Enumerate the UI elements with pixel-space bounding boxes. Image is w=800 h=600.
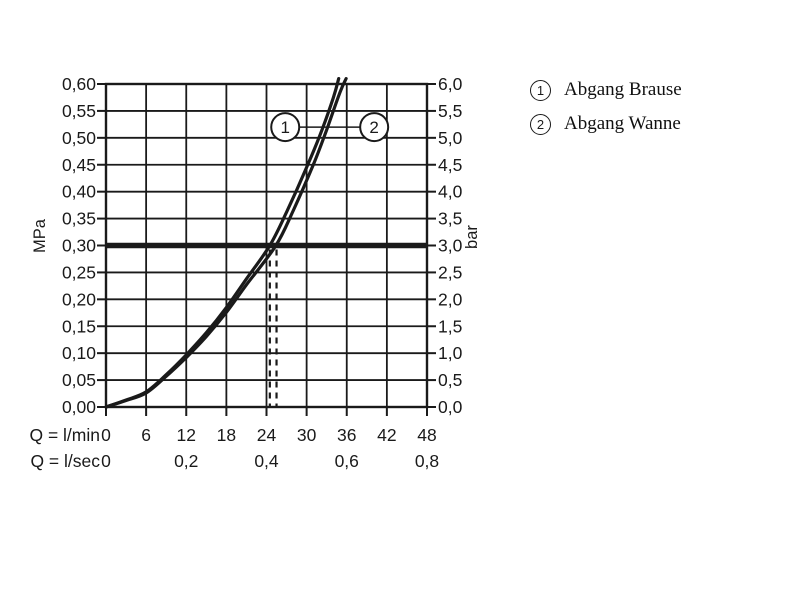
- y-right-tick-label: 0,5: [438, 370, 462, 390]
- y-left-tick-label: 0,00: [62, 397, 96, 417]
- x-lsec-tick-label: 0: [101, 451, 111, 471]
- chart-legend: 1 Abgang Brause 2 Abgang Wanne: [530, 79, 682, 147]
- y-right-tick-label: 2,0: [438, 289, 463, 309]
- y-left-tick-label: 0,25: [62, 262, 96, 282]
- legend-symbol-2-icon: 2: [530, 113, 551, 135]
- legend-item-abgang-brause: 1 Abgang Brause: [530, 79, 682, 101]
- y-right-tick-label: 0,0: [438, 397, 463, 417]
- annotation-circle-1: 1: [270, 112, 301, 143]
- x-lmin-tick-label: 24: [257, 425, 277, 445]
- x-axis-lmin-label: Q = l/min: [29, 425, 100, 445]
- y-axis-left-unit-label: MPa: [31, 218, 49, 253]
- y-right-tick-label: 3,5: [438, 209, 462, 229]
- x-lmin-tick-label: 12: [177, 425, 196, 445]
- y-right-tick-label: 4,5: [438, 155, 462, 175]
- legend-label-abgang-brause: Abgang Brause: [564, 79, 682, 100]
- y-left-tick-label: 0,20: [62, 289, 96, 309]
- y-left-tick-label: 0,40: [62, 182, 96, 202]
- y-left-tick-label: 0,55: [62, 101, 96, 121]
- legend-item-abgang-wanne: 2 Abgang Wanne: [530, 113, 682, 135]
- y-right-tick-label: 4,0: [438, 182, 463, 202]
- annotation-circle-outline: [270, 112, 301, 143]
- y-right-tick-label: 6,0: [438, 74, 463, 94]
- y-left-tick-label: 0,60: [62, 74, 96, 94]
- y-right-tick-label: 1,0: [438, 343, 463, 363]
- x-lsec-tick-label: 0,8: [415, 451, 439, 471]
- x-lmin-tick-label: 18: [217, 425, 236, 445]
- y-axis-right-tick-labels: 0,0 0,5 1,0 1,5 2,0 2,5 3,0 3,5 4,0 4,5 5,0 5,5 6,0: [438, 74, 463, 417]
- x-axis-lsec-label: Q = l/sec: [30, 451, 100, 471]
- curve-abgang-wanne: [104, 77, 348, 409]
- x-lmin-tick-label: 6: [141, 425, 151, 445]
- x-lsec-tick-label: 0,4: [254, 451, 279, 471]
- legend-label-abgang-wanne: Abgang Wanne: [564, 113, 681, 134]
- y-left-tick-label: 0,30: [62, 236, 96, 256]
- y-right-tick-label: 2,5: [438, 262, 462, 282]
- annotation-number: 1: [280, 118, 289, 137]
- y-left-tick-label: 0,45: [62, 155, 96, 175]
- y-left-tick-label: 0,50: [62, 128, 96, 148]
- x-lsec-tick-label: 0,6: [335, 451, 359, 471]
- x-lmin-tick-label: 48: [417, 425, 436, 445]
- x-lsec-tick-label: 0,2: [174, 451, 198, 471]
- y-left-tick-label: 0,10: [62, 343, 96, 363]
- x-lmin-tick-label: 42: [377, 425, 396, 445]
- annotation-circle-outline: [359, 112, 390, 143]
- x-lmin-tick-label: 0: [101, 425, 111, 445]
- y-right-tick-label: 1,5: [438, 316, 462, 336]
- annotation-number: 2: [369, 118, 378, 137]
- axis-ticks: [97, 83, 436, 416]
- annotation-circle-2: 2: [359, 112, 390, 143]
- y-right-tick-label: 3,0: [438, 236, 463, 256]
- y-right-tick-label: 5,5: [438, 101, 462, 121]
- y-axis-right-unit-label: bar: [463, 225, 481, 249]
- y-right-tick-label: 5,0: [438, 128, 463, 148]
- y-left-tick-label: 0,35: [62, 209, 96, 229]
- legend-symbol-1-icon: 1: [530, 79, 551, 101]
- x-axis-labels: Q = l/min 0 6 12 18 24 30 36 42 48 Q = l/sec 0 0,2 0,…: [29, 425, 439, 471]
- y-left-tick-label: 0,05: [62, 370, 96, 390]
- x-lmin-tick-label: 36: [337, 425, 356, 445]
- dashed-flow-markers: [268, 249, 278, 407]
- y-axis-left-tick-labels: 0,00 0,05 0,10 0,15 0,20 0,25 0,30 0,35 0,40 0,45…: [62, 74, 96, 417]
- x-lmin-tick-label: 30: [297, 425, 317, 445]
- y-left-tick-label: 0,15: [62, 316, 96, 336]
